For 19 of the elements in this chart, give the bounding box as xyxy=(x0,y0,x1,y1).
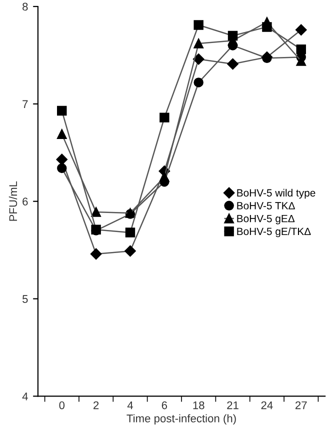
x-tick-label: 24 xyxy=(261,401,273,410)
x-tick-label: 27 xyxy=(296,401,307,410)
legend-label: BoHV-5 TKΔ xyxy=(237,202,295,210)
legend-label: BoHV-5 gEΔ xyxy=(237,214,295,224)
x-tick-label: 6 xyxy=(162,401,168,410)
legend-label: BoHV-5 wild type xyxy=(237,188,316,199)
y-tick-label: 4 xyxy=(22,392,28,400)
x-tick-label: 18 xyxy=(193,401,204,410)
y-tick-label: 6 xyxy=(22,198,28,206)
legend-label: BoHV-5 gE/TKΔ xyxy=(237,227,311,238)
x-tick-label: 4 xyxy=(127,401,133,410)
x-axis-title: Time post-infection (h) xyxy=(126,414,236,425)
y-tick-label: 5 xyxy=(22,295,28,303)
x-tick-label: 21 xyxy=(227,401,238,410)
y-axis-title: PFU/mL xyxy=(8,181,18,221)
x-tick-label: 0 xyxy=(59,401,65,410)
y-tick-label: 7 xyxy=(22,100,28,108)
y-tick-label: 8 xyxy=(22,2,28,11)
x-tick-label: 2 xyxy=(94,401,99,410)
